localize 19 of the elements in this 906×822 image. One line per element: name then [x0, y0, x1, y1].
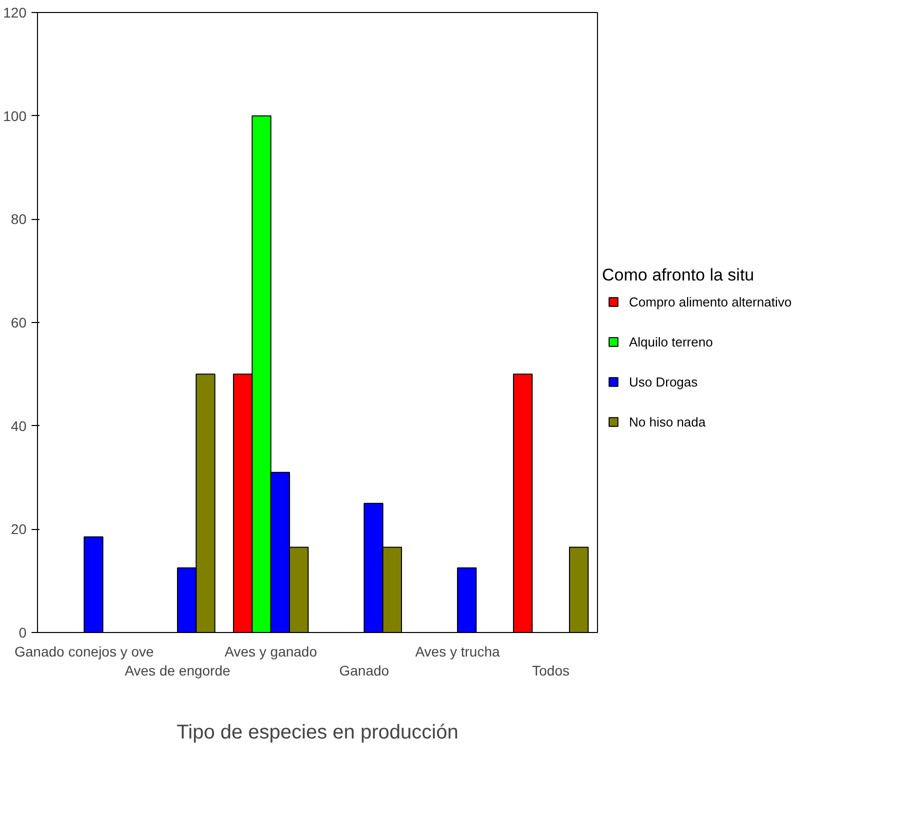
- legend-label: Uso Drogas: [629, 374, 698, 389]
- y-tick-label: 60: [10, 314, 27, 330]
- y-tick-label: 120: [3, 4, 27, 20]
- legend-label: Alquilo terreno: [629, 334, 713, 349]
- x-tick-label: Aves de engorde: [124, 662, 231, 679]
- y-tick-label: 20: [10, 521, 27, 538]
- y-tick-label: 0: [18, 624, 27, 640]
- x-tick-label: Aves y ganado: [224, 644, 318, 660]
- x-tick-label: Ganado conejos y ove: [14, 644, 154, 660]
- x-tick-label: Ganado: [339, 662, 390, 679]
- y-tick-label: 80: [10, 211, 27, 228]
- x-tick-label: Todos: [532, 662, 570, 679]
- legend-title: Como afronto la situ: [602, 266, 756, 286]
- legend-label: No hiso nada: [629, 414, 706, 429]
- legend-label: Compro alimento alternativo: [629, 294, 792, 309]
- x-axis-title: Tipo de especies en producción: [176, 722, 458, 744]
- x-tick-label: Aves y trucha: [415, 644, 500, 660]
- y-tick-label: 40: [10, 418, 27, 434]
- y-tick-label: 100: [3, 108, 27, 124]
